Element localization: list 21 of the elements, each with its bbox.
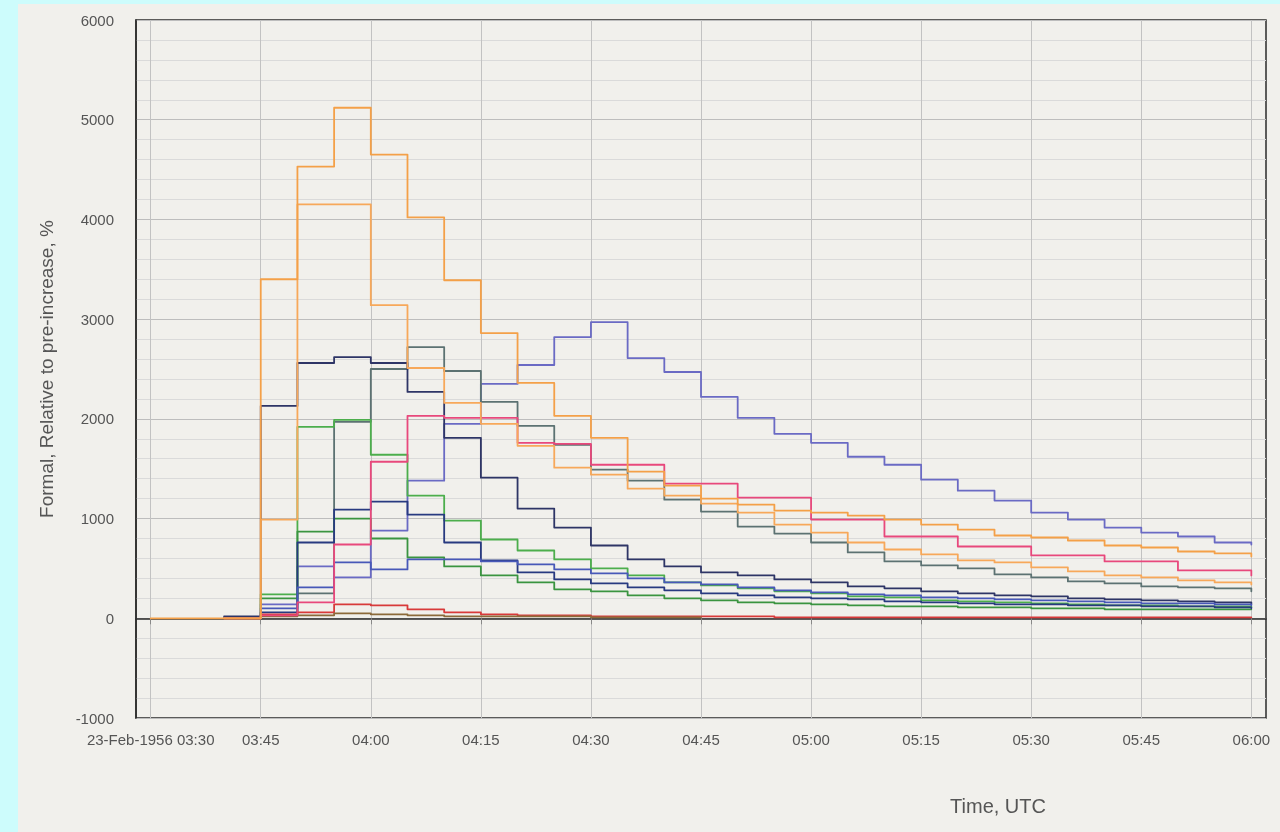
y-tick-label: -1000 [75,709,114,727]
y-tick-label: 2000 [80,410,114,428]
x-tick-label: 05:45 [1122,731,1161,748]
y-tick-label: 5000 [80,111,114,129]
y-tick-label: 1000 [80,510,114,528]
x-tick-label: 04:00 [352,731,390,748]
y-tick-label: 0 [105,609,114,627]
x-tick-label: 04:15 [462,731,500,748]
y-tick-label: 3000 [80,310,114,328]
x-tick-label: 05:30 [1012,731,1050,748]
x-axis-title: Time, UTC [950,795,1046,817]
x-tick-label: 05:00 [792,731,830,748]
x-tick-label: 23-Feb-1956 03:30 [86,731,215,748]
y-tick-label: 4000 [80,210,114,228]
x-tick-label: 04:30 [572,731,610,748]
y-tick-label: 6000 [80,11,114,29]
x-tick-label: 06:00 [1232,731,1271,748]
x-tick-label: 03:45 [241,731,280,748]
x-tick-label: 05:15 [902,731,940,748]
x-tick-label: 04:45 [682,731,720,748]
y-axis-title: Formal, Relative to pre-increase, % [36,220,57,518]
